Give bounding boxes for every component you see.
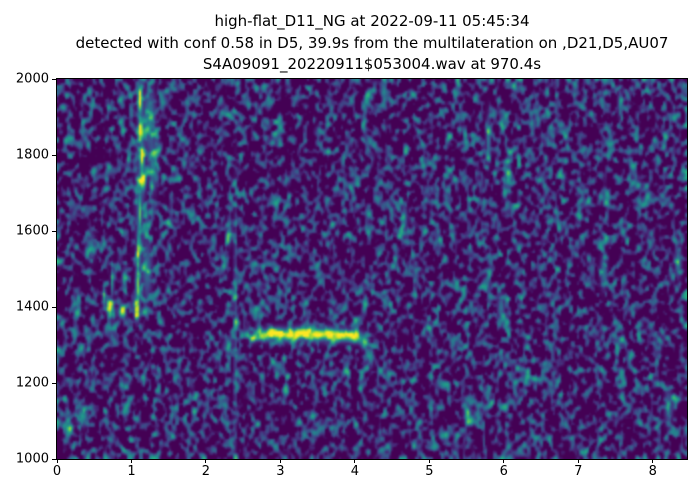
y-tick-label: 1800 [15,147,49,163]
x-tick-label: 1 [127,464,136,479]
x-tick-label: 0 [52,464,62,479]
title-line-2: detected with conf 0.58 in D5, 39.9s fro… [75,33,669,52]
x-tick-label: 5 [425,464,434,479]
title-line-3: S4A09091_20220911$053004.wav at 970.4s [202,55,542,73]
y-tick-label: 2000 [15,71,49,87]
x-tick-label: 4 [350,464,359,479]
x-tick-mark [354,459,356,463]
y-tick-mark [52,306,56,308]
x-tick-mark [428,459,430,463]
x-tick-mark [279,459,281,463]
y-tick-label: 1600 [15,223,49,239]
spectrogram-canvas [57,79,687,459]
y-tick-label: 1400 [15,299,49,315]
figure-title: high-flat_D11_NG at 2022-09-11 05:45:34 … [76,11,669,76]
plot-axes: 0 1 2 3 4 5 6 7 8 1000 1200 1400 1600 1800 2000 [16,72,688,479]
y-tick-mark [52,458,56,460]
x-tick-label: 3 [276,464,285,479]
x-tick-label: 7 [574,464,583,479]
x-tick-label: 2 [201,464,211,479]
y-tick-mark [52,154,56,156]
y-tick-mark [52,78,56,80]
y-tick-mark [52,230,56,232]
x-tick-mark [130,459,132,463]
x-tick-mark [205,459,207,463]
x-tick-mark [577,459,579,463]
x-tick-mark [652,459,654,463]
y-tick-label: 1000 [15,451,49,467]
x-tick-label: 6 [499,464,508,479]
x-tick-label: 8 [648,464,657,479]
y-tick-label: 1200 [15,375,49,391]
x-tick-mark [503,459,505,463]
x-tick-mark [56,459,58,463]
y-tick-mark [52,382,56,384]
title-line-1: high-flat_D11_NG at 2022-09-11 05:45:34 [214,12,530,30]
